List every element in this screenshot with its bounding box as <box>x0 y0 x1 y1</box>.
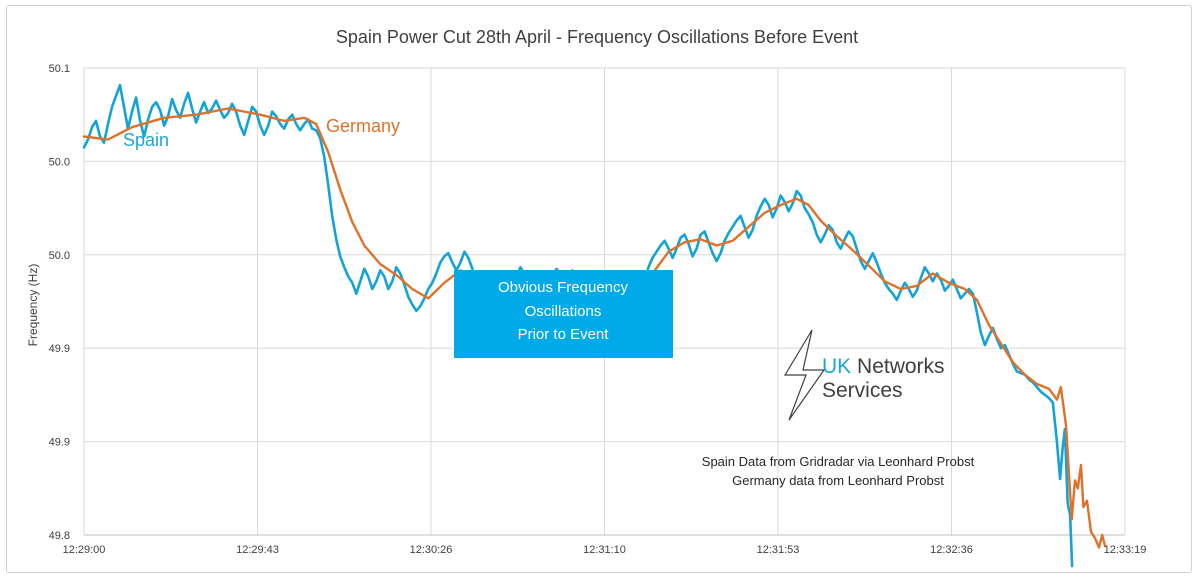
oscillation-callout: Obvious Frequency Oscillations Prior to … <box>454 270 673 358</box>
x-tick-label: 12:29:43 <box>236 544 279 556</box>
tick-labels: 12:29:00 12:29:43 12:30:26 12:31:10 12:31:53… <box>49 63 1147 556</box>
y-tick-label: 50.1 <box>49 63 70 75</box>
grid-lines <box>84 67 1126 535</box>
x-tick-label: 12:32:36 <box>930 544 973 556</box>
y-tick-label: 49.9 <box>49 437 70 449</box>
lightning-bolt-icon <box>783 329 826 421</box>
y-tick-label: 50.0 <box>49 250 70 262</box>
callout-line-1: Obvious Frequency <box>498 279 629 296</box>
x-tick-label: 12:31:10 <box>583 544 626 556</box>
spain-series-label: Spain <box>123 130 169 150</box>
logo-accent-text: UK <box>822 355 851 378</box>
source-line-2: Germany data from Leonhard Probst <box>732 473 944 488</box>
x-tick-label: 12:30:26 <box>410 544 453 556</box>
x-tick-label: 12:31:53 <box>757 544 800 556</box>
series-line-germany <box>82 107 1107 549</box>
callout-line-3: Prior to Event <box>518 326 610 343</box>
logo-networks-text: Networks <box>857 355 945 378</box>
callout-box <box>454 270 673 358</box>
callout-line-2: Oscillations <box>525 303 602 320</box>
chart-title: Spain Power Cut 28th April - Frequency O… <box>336 27 858 47</box>
uk-networks-services-logo: UK Networks Services <box>783 329 945 421</box>
x-tick-label: 12:33:19 <box>1104 544 1147 556</box>
germany-series-label: Germany <box>326 116 400 136</box>
logo-line-1: UK Networks <box>822 355 945 378</box>
x-tick-label: 12:29:00 <box>63 544 106 556</box>
chart-frame <box>6 5 1192 573</box>
y-tick-label: 50.0 <box>49 156 70 168</box>
y-tick-label: 49.9 <box>49 343 70 355</box>
source-line-1: Spain Data from Gridradar via Leonhard P… <box>702 454 975 469</box>
y-axis-title: Frequency (Hz) <box>26 264 40 347</box>
y-tick-label: 49.8 <box>49 530 70 542</box>
logo-line-2: Services <box>822 379 903 402</box>
